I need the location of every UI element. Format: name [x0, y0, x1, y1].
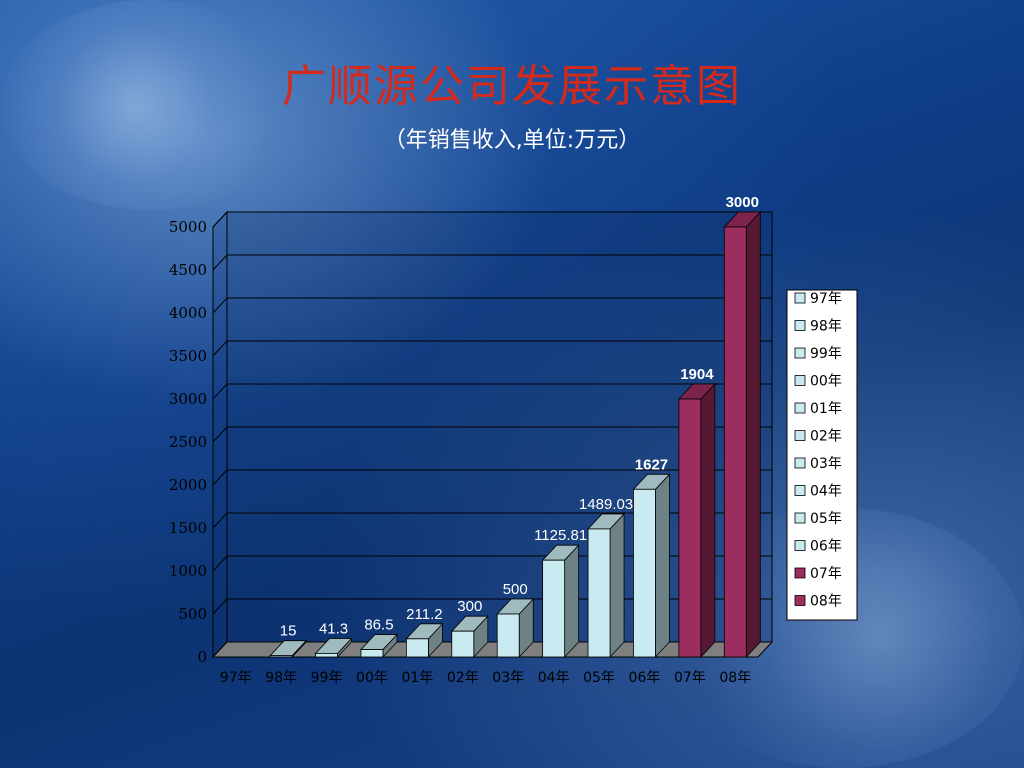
- y-tick-label: 3500: [169, 347, 207, 365]
- legend-swatch: [794, 540, 806, 551]
- legend-entry: 99年: [810, 346, 842, 362]
- legend-swatch: [794, 320, 806, 331]
- data-label: 300: [457, 598, 482, 615]
- x-tick-label: 97年: [220, 670, 252, 686]
- x-tick-label: 05年: [583, 670, 615, 686]
- legend-entry: 01年: [810, 401, 842, 417]
- bar-side: [700, 382, 716, 659]
- data-label: 1489.03: [579, 496, 633, 513]
- bar: [360, 649, 384, 658]
- y-tick-label: 500: [178, 605, 207, 623]
- data-label: 15: [280, 623, 297, 640]
- bar-side: [564, 544, 580, 659]
- data-label: 86.5: [364, 617, 393, 634]
- data-label: 1904: [680, 366, 714, 383]
- y-tick-label: 4500: [169, 261, 207, 279]
- legend-swatch: [794, 485, 806, 496]
- gridline: [212, 426, 772, 443]
- legend-entry: 06年: [810, 539, 842, 555]
- legend-swatch: [794, 347, 806, 359]
- legend-entry: 04年: [810, 484, 842, 500]
- data-label: 41.3: [319, 620, 348, 637]
- y-tick-label: 0: [197, 648, 207, 666]
- data-label: 1627: [635, 456, 668, 473]
- legend-swatch: [794, 375, 806, 386]
- gridline: [212, 512, 772, 529]
- bar-side: [655, 473, 670, 659]
- legend-entry: 07年: [810, 566, 842, 582]
- y-tick-label: 1500: [169, 519, 207, 537]
- x-tick-label: 07年: [674, 670, 706, 686]
- x-tick-label: 02年: [447, 670, 479, 686]
- legend: [786, 289, 858, 621]
- bar: [678, 398, 702, 658]
- y-tick-label: 5000: [169, 218, 207, 236]
- legend-entry: 02年: [810, 429, 842, 445]
- y-tick-label: 1000: [169, 562, 207, 580]
- legend-entry: 05年: [810, 511, 842, 527]
- x-tick-label: 04年: [538, 670, 570, 686]
- bar-side: [745, 210, 761, 659]
- legend-swatch: [794, 402, 806, 414]
- bar: [405, 638, 429, 658]
- legend-entry: 00年: [810, 374, 842, 390]
- legend-swatch: [794, 457, 806, 469]
- bar: [587, 528, 611, 658]
- gridline: [212, 254, 772, 271]
- bar: [542, 559, 566, 658]
- data-label: 211.2: [406, 606, 442, 623]
- x-tick-label: 98年: [265, 670, 297, 686]
- gridline: [212, 297, 772, 314]
- chart-subtitle: （年销售收入,单位:万元）: [383, 128, 641, 153]
- x-tick-label: 08年: [719, 670, 751, 686]
- x-tick-label: 03年: [492, 670, 524, 686]
- legend-swatch: [794, 430, 806, 441]
- data-label: 3000: [726, 194, 759, 211]
- y-tick-label: 2500: [169, 433, 207, 451]
- gridline: [212, 469, 772, 486]
- legend-swatch: [794, 292, 806, 304]
- legend-entry: 03年: [810, 456, 842, 472]
- data-label: 1125.81: [534, 527, 587, 544]
- bar: [496, 613, 520, 658]
- bar: [723, 226, 747, 658]
- legend-entry: 97年: [810, 291, 842, 307]
- legend-swatch: [794, 595, 806, 606]
- gridline: [212, 383, 772, 400]
- bar: [315, 653, 338, 658]
- legend-swatch: [794, 512, 806, 524]
- data-label: 500: [503, 581, 528, 598]
- y-tick-label: 4000: [169, 304, 207, 322]
- legend-swatch: [794, 567, 806, 579]
- legend-entry: 08年: [810, 594, 842, 610]
- y-tick-label: 2000: [169, 476, 207, 494]
- x-tick-label: 06年: [629, 670, 661, 686]
- bar: [269, 655, 293, 658]
- chart-title: 广顺源公司发展示意图: [282, 61, 742, 112]
- x-tick-label: 00年: [356, 670, 388, 686]
- gridline: [212, 340, 772, 357]
- y-tick-label: 3000: [169, 390, 207, 408]
- x-tick-label: 99年: [311, 670, 343, 686]
- bar-side: [609, 512, 625, 659]
- bar: [451, 630, 475, 658]
- gridline: [212, 211, 772, 228]
- x-tick-label: 01年: [401, 670, 433, 686]
- legend-entry: 98年: [810, 319, 842, 335]
- bar: [633, 488, 656, 658]
